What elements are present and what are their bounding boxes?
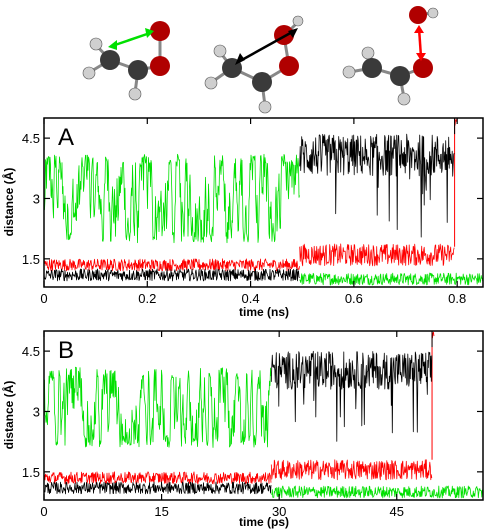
panel-b: 0 15 30 45 1.5 3 4.5 B time (ps) distance (Å): [1, 330, 484, 529]
panel-b-xlabel: time (ps): [239, 515, 289, 529]
molecule-ring-closed: [82, 21, 170, 101]
x-tick-label: 0: [40, 504, 47, 519]
y-tick-label: 1.5: [22, 252, 40, 267]
y-tick-label: 3: [33, 191, 40, 206]
y-tick-label: 3: [33, 404, 40, 419]
panel-a-ylabel: distance (Å): [1, 168, 16, 237]
panel-b-letter: B: [58, 337, 74, 364]
series-black-segment-1: [299, 133, 455, 238]
x-tick-label: 45: [390, 504, 404, 519]
panel-b-ylabel: distance (Å): [1, 381, 16, 450]
x-tick-label: 0.4: [242, 291, 260, 306]
y-tick-label: 4.5: [22, 131, 40, 146]
series-red-segment-0: [43, 258, 300, 272]
x-tick-label: 0: [40, 291, 47, 306]
series-green-segment-0: [43, 366, 272, 448]
panel-a: 0 0.2 0.4 0.6 0.8 1.5 3 4.5 A time (ns) distanc…: [1, 117, 484, 319]
molecule-stretched: [204, 15, 304, 114]
x-tick-label: 30: [272, 504, 286, 519]
x-tick-label: 0.6: [345, 291, 363, 306]
series-green-segment-0: [43, 153, 300, 244]
panel-a-xlabel: time (ns): [239, 305, 289, 319]
series-red-segment-1: [270, 459, 433, 481]
series-red-segment-0: [43, 471, 272, 485]
series-green-segment-1: [271, 485, 484, 499]
molecule-open: [342, 6, 439, 106]
series-green-segment-1: [299, 272, 484, 286]
y-tick-label: 1.5: [22, 465, 40, 480]
x-tick-label: 0.8: [448, 291, 466, 306]
series-black-segment-0: [43, 268, 300, 282]
panel-a-traces: [43, 118, 484, 286]
panel-b-frame: [43, 330, 484, 501]
x-tick-label: 15: [154, 504, 168, 519]
panel-a-frame: [43, 117, 484, 288]
panel-a-ticks: 0 0.2 0.4 0.6 0.8 1.5 3 4.5: [22, 118, 483, 306]
series-black-segment-1: [270, 350, 433, 442]
panel-a-letter: A: [58, 124, 74, 151]
x-tick-label: 0.2: [138, 291, 156, 306]
y-tick-label: 4.5: [22, 344, 40, 359]
series-red-segment-1: [299, 243, 455, 267]
series-black-segment-0: [43, 481, 272, 495]
panel-b-traces: [43, 331, 484, 499]
panel-b-ticks: 0 15 30 45 1.5 3 4.5: [22, 331, 483, 519]
